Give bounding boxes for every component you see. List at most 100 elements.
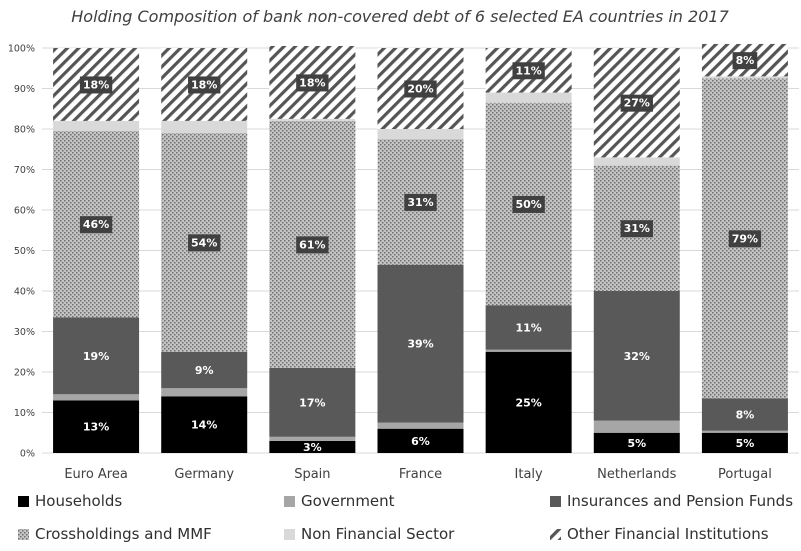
data-label-background [188,76,221,94]
legend-label: Non Financial Sector [301,525,455,543]
data-label: 18% [299,76,325,89]
bar-segment-government [377,422,464,429]
data-label-background [404,80,437,98]
bar-segment-households [377,428,464,453]
y-tick-label: 50% [14,246,35,257]
bars [53,43,788,453]
data-label-background [732,52,758,70]
data-label: 8% [736,54,755,67]
legend-label: Government [301,492,395,510]
legend-label: Other Financial Institutions [567,525,769,543]
bar-segment-government [593,420,680,433]
y-tick-label: 40% [14,287,35,298]
data-label: 11% [515,321,541,334]
x-category-label: Italy [515,467,544,482]
data-label: 46% [83,218,109,231]
data-label: 3% [303,441,322,454]
data-label-background [296,236,329,254]
y-tick-label: 30% [14,327,35,338]
legend: Households Government Insurances and Pensi… [18,492,793,543]
data-label-background [79,76,113,94]
data-label-background [512,195,545,213]
bar-segment-non-financial-sector [53,120,140,132]
y-tick-label: 90% [14,84,35,95]
data-label: 32% [624,350,650,363]
bar-segment-insurances-and-pension-funds [161,351,248,389]
legend-swatch-households [18,496,29,507]
x-category-label: Portugal [718,467,772,482]
chart-title: Holding Composition of bank non-covered … [71,7,729,26]
data-label: 9% [195,364,214,377]
y-axis-tick-labels: 0% 10% 20% 30% 40% 50% 60% 70% 80% 90% 100% [8,44,35,460]
legend-swatch-other-financial-institutions [550,529,561,540]
bar-segment-non-financial-sector [593,157,680,166]
legend-label: Crossholdings and MMF [35,525,212,543]
y-tick-label: 20% [14,368,35,379]
bar-segment-government [53,394,140,401]
legend-swatch-crossholdings-and-mmf [18,529,29,540]
data-label: 31% [407,196,433,209]
bar-segment-insurances-and-pension-funds [593,291,680,421]
data-label: 31% [624,222,650,235]
data-label: 19% [83,350,109,363]
data-label: 39% [407,338,433,351]
bar-segment-insurances-and-pension-funds [701,398,788,431]
data-label-background [188,234,221,252]
bar-segment-insurances-and-pension-funds [53,317,140,395]
data-label-background [728,230,762,248]
x-axis-category-labels: Euro Area Germany Spain France Italy Netherla… [64,467,772,482]
data-label: 13% [83,421,109,434]
bar-segment-government [701,430,788,433]
legend-swatch-government [284,496,295,507]
data-label: 61% [299,238,325,251]
y-tick-label: 0% [20,449,35,460]
bar-segment-non-financial-sector [701,76,788,79]
bar-segment-households [701,432,788,453]
x-category-label: Germany [174,467,234,482]
data-label: 18% [83,78,109,91]
data-label: 11% [515,64,541,77]
bar-segment-non-financial-sector [485,92,572,103]
data-label-background [512,62,545,80]
bar-segment-government [485,349,572,352]
bar-segment-government [269,436,356,441]
bar-segment-households [485,351,572,453]
bar-segment-non-financial-sector [269,118,356,121]
bar-segment-insurances-and-pension-funds [269,367,356,437]
legend-label: Insurances and Pension Funds [567,492,793,510]
data-label: 50% [515,198,541,211]
bar-segment-insurances-and-pension-funds [485,305,572,350]
x-category-label: Netherlands [597,467,676,482]
data-label: 17% [299,396,325,409]
bar-segment-households [593,432,680,453]
x-category-label: Euro Area [64,467,128,482]
bar-segment-households [53,400,140,453]
bar-segment-households [269,440,356,453]
y-tick-label: 70% [14,165,35,176]
bar-segment-insurances-and-pension-funds [377,264,464,423]
data-label: 5% [627,437,646,450]
data-label: 25% [515,396,541,409]
bar-segment-households [161,396,248,453]
bar-segment-government [161,388,248,397]
data-label-background [620,220,653,238]
data-labels: 13% 19% 46% 18% 14% 9% 54% 18% 3% 17% 61% 18% 6% 39% 3… [79,52,762,454]
legend-swatch-insurances-and-pension-funds [550,496,561,507]
data-label: 54% [191,236,217,249]
bar-segment-non-financial-sector [161,120,248,134]
data-label-background [296,74,329,92]
bar-segment-non-financial-sector [377,129,464,140]
x-category-label: Spain [294,467,330,482]
data-label: 18% [191,78,217,91]
data-label-background [620,94,653,112]
data-label: 20% [407,83,433,96]
y-tick-label: 10% [14,408,35,419]
legend-swatch-non-financial-sector [284,529,295,540]
data-label: 6% [411,435,430,448]
y-tick-label: 100% [8,44,35,55]
data-label: 5% [736,437,755,450]
data-label-background [79,216,113,234]
data-label: 79% [732,232,758,245]
x-category-label: France [399,467,442,482]
